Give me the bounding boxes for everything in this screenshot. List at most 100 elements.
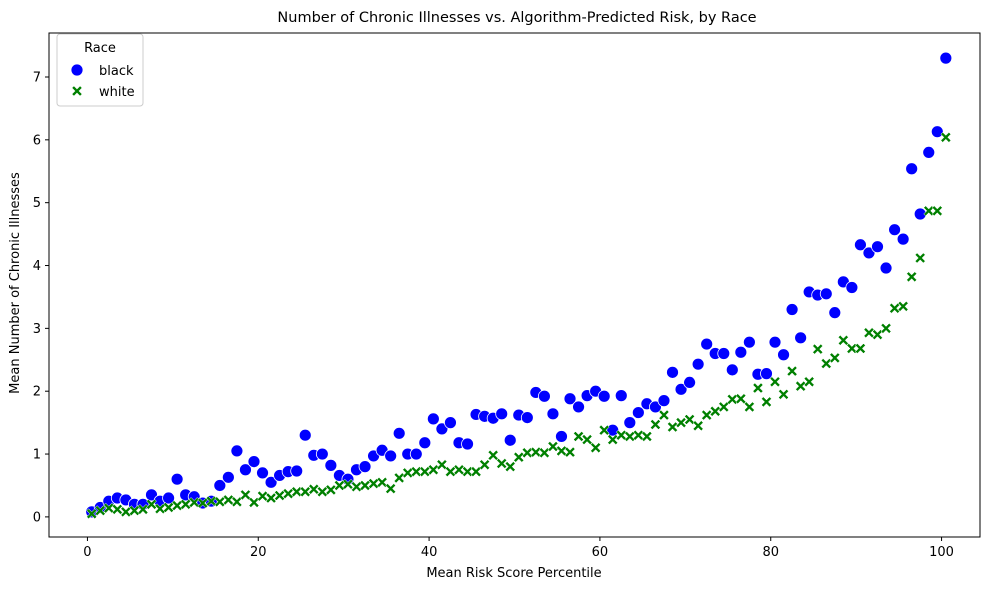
point-white <box>761 396 772 408</box>
point-black <box>819 287 833 301</box>
point-black <box>649 400 662 414</box>
point-white <box>282 488 294 499</box>
y-axis-ticks: 0 1 2 3 4 5 6 7 <box>33 70 49 525</box>
point-white <box>351 481 362 493</box>
point-black <box>700 337 714 351</box>
point-white <box>402 467 414 479</box>
point-black <box>597 389 611 403</box>
y-tick-label: 1 <box>33 448 41 463</box>
point-white <box>137 503 149 515</box>
point-white <box>692 420 704 432</box>
point-white <box>726 394 738 405</box>
point-white <box>111 503 123 515</box>
y-tick-label: 3 <box>33 322 41 337</box>
point-black <box>666 365 679 379</box>
point-black <box>606 423 620 437</box>
point-white <box>829 352 841 364</box>
point-white <box>487 449 499 461</box>
legend-x-shape <box>71 85 83 97</box>
x-tick-label: 60 <box>592 545 609 560</box>
point-black <box>572 400 585 414</box>
point-black <box>264 475 278 489</box>
point-white <box>308 483 320 495</box>
point-black <box>426 412 440 426</box>
point-white <box>274 490 285 501</box>
point-white <box>667 421 678 433</box>
point-white <box>171 500 183 511</box>
point-white <box>598 424 610 436</box>
point-white <box>479 459 490 471</box>
point-white <box>889 302 900 314</box>
y-tick-label: 2 <box>33 385 41 400</box>
point-white <box>744 401 755 413</box>
point-black <box>520 411 534 424</box>
series-black <box>85 51 953 519</box>
point-white <box>180 498 192 510</box>
point-white <box>445 466 456 477</box>
x-axis-ticks: 0 20 40 60 80 100 <box>83 537 954 560</box>
point-black <box>461 437 474 451</box>
point-black <box>162 491 175 505</box>
point-white <box>530 446 542 458</box>
point-white <box>428 464 439 476</box>
y-axis-label: Mean Number of Chronic Illnesses <box>8 172 23 394</box>
point-white <box>368 478 379 489</box>
y-tick-label: 4 <box>33 259 41 274</box>
y-tick-label: 6 <box>33 133 41 148</box>
point-black <box>760 367 773 381</box>
point-black <box>631 406 645 419</box>
point-white <box>564 446 576 458</box>
axes <box>48 32 981 538</box>
point-white <box>632 429 644 441</box>
point-black <box>145 488 158 502</box>
point-white <box>188 497 200 508</box>
point-white <box>607 434 619 445</box>
point-white <box>103 502 115 514</box>
point-black <box>777 348 790 362</box>
point-black <box>495 407 509 421</box>
point-black <box>879 261 893 275</box>
legend-label-black: black <box>99 64 134 79</box>
point-white <box>786 365 798 377</box>
point-black <box>563 392 577 406</box>
point-black <box>213 479 227 492</box>
point-white <box>154 503 166 515</box>
point-white <box>504 461 516 472</box>
x-tick-label: 20 <box>250 545 267 560</box>
point-white <box>453 464 465 476</box>
point-white <box>205 495 217 507</box>
point-white <box>615 429 627 441</box>
point-white <box>940 131 952 143</box>
point-black <box>358 460 372 474</box>
point-white <box>855 343 866 354</box>
point-black <box>888 223 901 237</box>
point-white <box>129 505 140 516</box>
point-white <box>658 409 670 421</box>
point-black <box>239 463 252 477</box>
point-white <box>641 431 653 442</box>
point-white <box>231 496 243 508</box>
point-black <box>444 416 457 430</box>
point-black <box>418 436 432 450</box>
x-tick-label: 100 <box>929 545 954 560</box>
point-white <box>146 498 157 510</box>
point-white <box>556 445 567 457</box>
x-axis-label: Mean Risk Score Percentile <box>426 566 601 581</box>
point-black <box>828 306 842 320</box>
point-black <box>845 281 859 294</box>
point-black <box>742 335 756 349</box>
series-white <box>86 131 952 520</box>
point-black <box>768 335 782 349</box>
point-white <box>393 472 405 484</box>
plot-area <box>85 51 953 520</box>
point-white <box>718 401 730 413</box>
legend-title: Race <box>84 41 116 56</box>
point-white <box>880 323 892 334</box>
point-black <box>717 347 731 360</box>
legend: Race black white <box>56 33 144 107</box>
point-black <box>315 447 329 461</box>
point-white <box>94 505 106 516</box>
point-white <box>931 205 943 217</box>
point-black <box>392 426 406 440</box>
x-tick-label: 0 <box>83 545 91 560</box>
